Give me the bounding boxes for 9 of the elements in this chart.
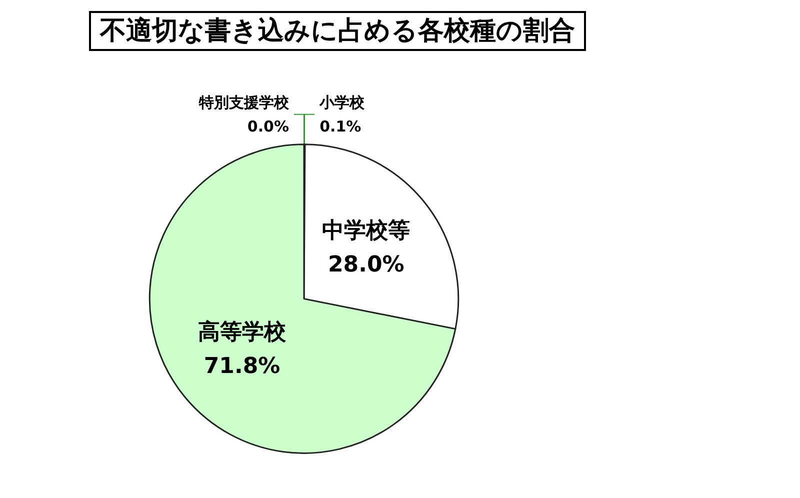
- data-label: 0.1%: [320, 117, 362, 136]
- data-label: 28.0%: [328, 252, 404, 278]
- chart-title: 不適切な書き込みに占める各校種の割合: [99, 16, 575, 46]
- slice-label: 高等学校: [198, 319, 288, 346]
- slice-label: 小学校: [318, 93, 366, 112]
- data-label: 71.8%: [204, 354, 280, 380]
- text: 0.0%: [247, 117, 289, 136]
- category-label: 特別支援学校: [199, 93, 289, 112]
- slice-label: 中学校等: [322, 218, 410, 244]
